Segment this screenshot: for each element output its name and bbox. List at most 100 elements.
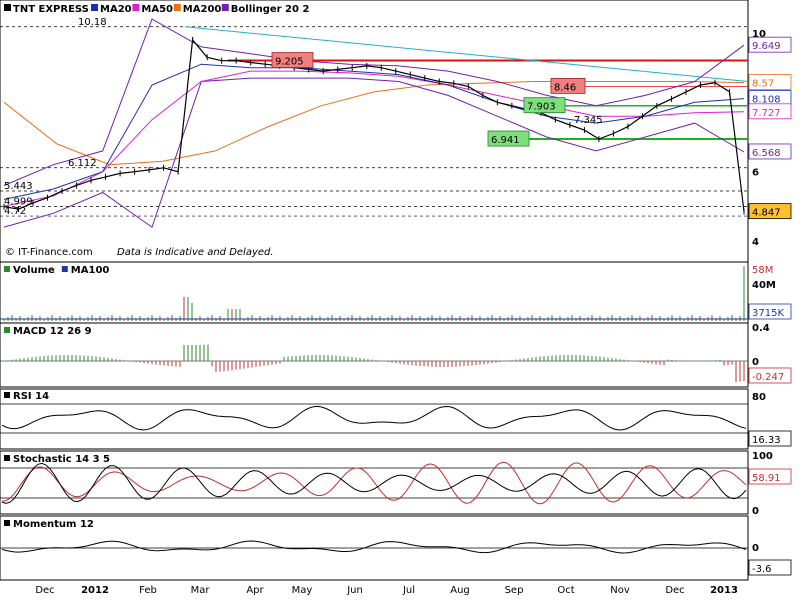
x-tick-label: Jun [346,585,363,596]
price-badge [748,74,792,90]
credit-label: © IT-Finance.com [5,247,93,258]
bollinger-lower-line [3,77,745,228]
level-box [487,130,530,147]
level-label: 7.345 [574,115,603,126]
stochastic-badge-label: 58.91 [752,473,781,484]
x-tick-label: Dec [665,585,684,596]
x-tick-label: Sep [505,585,524,596]
legend-label: MA100 [71,265,110,276]
price-badge-label: 9.649 [752,41,781,52]
momentum-badge [748,559,792,576]
volume-ytick: 40M [752,280,776,291]
legend-swatch [4,520,10,526]
legend-label: Stochastic 14 3 5 [13,454,110,465]
price-badge [748,143,792,160]
level-label: 8.46 [554,82,576,93]
price-badge-label: 8.108 [752,95,781,106]
legend-label: Bollinger 20 2 [231,4,310,15]
level-label: 7.903 [527,102,556,113]
legend-label: Volume [13,265,55,276]
price-badge-label: 4.847 [752,208,781,219]
x-tick-label: Oct [557,585,574,596]
volume-badge-label: 58M [752,265,773,276]
x-tick-label: Dec [35,585,54,596]
level-box [523,97,566,114]
disclaimer-label: Data is Indicative and Delayed. [117,247,274,258]
rsi-line [1,405,747,431]
volume-ma-badge-label: 3715K [752,308,784,319]
level-label: 5.443 [4,181,33,192]
legend-swatch [173,4,181,11]
momentum-legend: Momentum 12 [4,519,94,530]
volume-panel: Volume MA100 40M 58M 3715K [0,261,792,324]
stochastic-panel: Stochastic 14 3 5 100 0 58.91 [0,450,792,517]
momentum-ytick: 0 [752,543,759,554]
level-label: 6.112 [68,158,97,169]
macd-badge-label: -0.247 [752,372,784,383]
rsi-panel: RSI 14 80 16.33 [0,388,792,450]
macd-ytick-top: 0.4 [752,323,770,334]
stochastic-badge [748,468,792,485]
momentum-badge-label: -3.6 [752,564,772,575]
trend-line [184,26,749,83]
macd-legend: MACD 12 26 9 [4,326,92,337]
stochastic-ytick-bottom: 0 [752,506,759,517]
volume-ma-badge [748,303,792,320]
legend-label: MA50 [141,4,173,15]
level-label: 6.941 [491,135,520,146]
x-tick-label: 2013 [710,585,738,596]
momentum-panel: Momentum 12 0 -3.6 [0,515,792,581]
legend-swatch [221,4,229,11]
price-ytick: 10 [752,29,766,40]
rsi-legend: RSI 14 [4,391,49,402]
macd-ytick-zero: 0 [752,357,759,368]
price-panel: TNT EXPRESS MA20 MA50 MA200 Bollinger 20 2 1… [0,0,792,263]
legend-swatch [61,266,68,272]
x-tick-label: Feb [139,585,157,596]
price-ytick: 4 [752,237,759,248]
level-box [271,52,314,68]
x-tick-label: Mar [191,585,211,596]
x-tick-label: Apr [246,585,264,596]
x-tick-label: Jul [402,585,415,596]
level-box [550,77,586,94]
price-ytick: 6 [752,168,759,179]
legend-swatch [4,266,10,272]
price-badge [748,203,792,220]
legend-swatch [4,4,11,11]
legend-label: TNT EXPRESS [13,4,89,15]
legend-label: MA200 [183,4,222,15]
legend-swatch [4,392,10,398]
rsi-badge-label: 16.33 [752,435,781,446]
ma200-line [3,81,745,166]
ma20-line [3,63,745,200]
legend-label: Momentum 12 [13,519,94,530]
rsi-badge [748,430,792,447]
bollinger-upper-line [3,18,745,186]
macd-badge [748,367,792,384]
price-badge-label: 8.57 [752,79,774,90]
level-label: 9.205 [275,57,304,68]
legend-label: RSI 14 [13,391,49,402]
ma50-line [3,70,745,207]
volume-legend: Volume MA100 [4,265,109,276]
stochastic-signal-line [1,461,747,505]
x-tick-label: Aug [450,585,470,596]
x-tick-label: 2012 [81,585,109,596]
legend-swatch [4,327,10,333]
price-badge-label: 7.727 [752,108,781,119]
legend-swatch [132,4,140,11]
level-label: 4.999 [4,196,33,207]
macd-panel: MACD 12 26 9 0.4 0 -0.247 [0,322,792,388]
stochastic-ytick-top: 100 [752,451,773,462]
price-badge [748,36,792,53]
momentum-line [1,540,747,554]
price-badge [748,103,792,120]
stochastic-legend: Stochastic 14 3 5 [4,454,110,465]
price-badge-label: 6.568 [752,148,781,159]
price-legend: TNT EXPRESS MA20 MA50 MA200 Bollinger 20 2 [4,4,309,15]
legend-swatch [4,455,10,461]
price-line [3,38,745,212]
